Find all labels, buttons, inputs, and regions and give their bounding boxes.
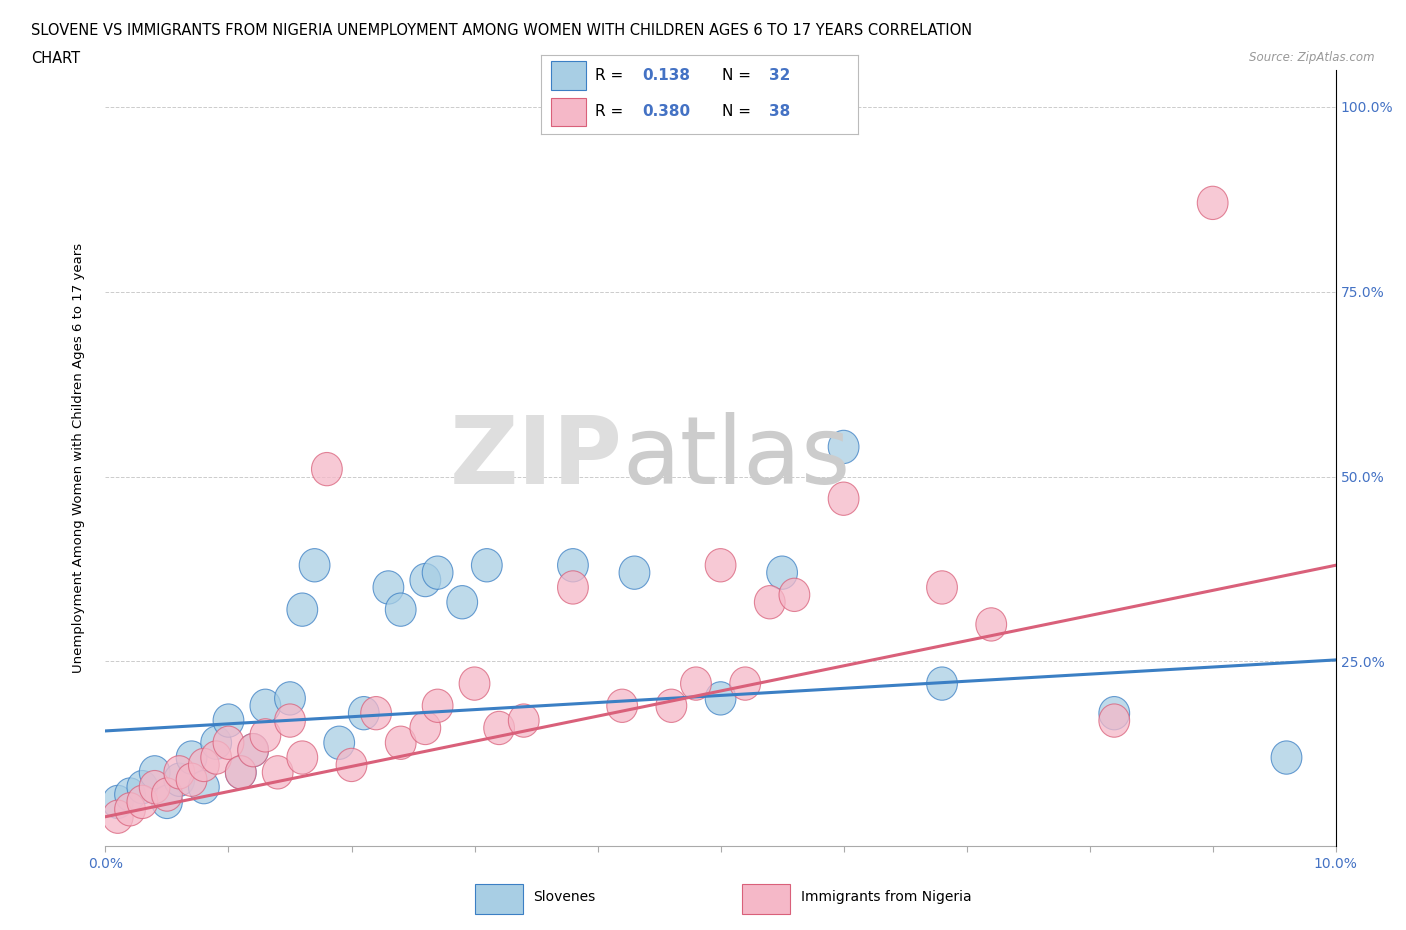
Text: atlas: atlas: [621, 412, 851, 504]
FancyBboxPatch shape: [551, 61, 586, 89]
Text: N =: N =: [721, 68, 755, 83]
Text: SLOVENE VS IMMIGRANTS FROM NIGERIA UNEMPLOYMENT AMONG WOMEN WITH CHILDREN AGES 6: SLOVENE VS IMMIGRANTS FROM NIGERIA UNEMP…: [31, 23, 972, 38]
Ellipse shape: [115, 792, 145, 826]
Text: ZIP: ZIP: [450, 412, 621, 504]
Ellipse shape: [165, 756, 194, 789]
Ellipse shape: [274, 704, 305, 737]
Text: 0.380: 0.380: [643, 104, 690, 119]
Ellipse shape: [127, 785, 157, 818]
Ellipse shape: [165, 764, 194, 796]
Ellipse shape: [238, 734, 269, 767]
FancyBboxPatch shape: [551, 98, 586, 126]
Ellipse shape: [766, 556, 797, 590]
Text: R =: R =: [595, 104, 628, 119]
Ellipse shape: [287, 741, 318, 774]
FancyBboxPatch shape: [742, 884, 790, 913]
Ellipse shape: [361, 697, 391, 730]
Ellipse shape: [681, 667, 711, 700]
Text: CHART: CHART: [31, 51, 80, 66]
Ellipse shape: [238, 734, 269, 767]
Ellipse shape: [976, 608, 1007, 641]
Ellipse shape: [373, 571, 404, 604]
Ellipse shape: [706, 549, 735, 582]
Ellipse shape: [755, 586, 785, 618]
Ellipse shape: [607, 689, 637, 723]
Ellipse shape: [1099, 704, 1129, 737]
Ellipse shape: [558, 571, 588, 604]
Ellipse shape: [509, 704, 538, 737]
Ellipse shape: [779, 578, 810, 612]
Ellipse shape: [139, 756, 170, 789]
Text: Slovenes: Slovenes: [533, 890, 596, 905]
Ellipse shape: [657, 689, 686, 723]
Ellipse shape: [927, 667, 957, 700]
Ellipse shape: [312, 453, 342, 485]
Ellipse shape: [471, 549, 502, 582]
Ellipse shape: [103, 800, 134, 833]
Y-axis label: Unemployment Among Women with Children Ages 6 to 17 years: Unemployment Among Women with Children A…: [72, 243, 84, 673]
Ellipse shape: [730, 667, 761, 700]
Ellipse shape: [447, 586, 478, 618]
Ellipse shape: [152, 777, 183, 811]
Text: N =: N =: [721, 104, 755, 119]
Ellipse shape: [460, 667, 489, 700]
Ellipse shape: [225, 756, 256, 789]
Text: Immigrants from Nigeria: Immigrants from Nigeria: [800, 890, 972, 905]
Text: Source: ZipAtlas.com: Source: ZipAtlas.com: [1250, 51, 1375, 64]
Ellipse shape: [619, 556, 650, 590]
Ellipse shape: [1198, 186, 1227, 219]
Ellipse shape: [274, 682, 305, 715]
Ellipse shape: [411, 564, 440, 597]
Ellipse shape: [385, 593, 416, 626]
Ellipse shape: [201, 726, 232, 760]
Ellipse shape: [127, 770, 157, 804]
Ellipse shape: [188, 770, 219, 804]
Ellipse shape: [385, 726, 416, 760]
Ellipse shape: [250, 719, 281, 752]
Ellipse shape: [225, 756, 256, 789]
Ellipse shape: [336, 749, 367, 781]
Ellipse shape: [484, 711, 515, 745]
Ellipse shape: [188, 749, 219, 781]
Ellipse shape: [115, 777, 145, 811]
Ellipse shape: [927, 571, 957, 604]
Ellipse shape: [152, 785, 183, 818]
Ellipse shape: [422, 556, 453, 590]
Ellipse shape: [299, 549, 330, 582]
Ellipse shape: [201, 741, 232, 774]
Ellipse shape: [706, 682, 735, 715]
Ellipse shape: [422, 689, 453, 723]
Ellipse shape: [828, 431, 859, 463]
Ellipse shape: [214, 704, 243, 737]
Text: 38: 38: [769, 104, 790, 119]
Text: R =: R =: [595, 68, 628, 83]
Text: 0.138: 0.138: [643, 68, 690, 83]
Ellipse shape: [828, 482, 859, 515]
Ellipse shape: [323, 726, 354, 760]
Ellipse shape: [349, 697, 380, 730]
Ellipse shape: [214, 726, 243, 760]
Ellipse shape: [176, 741, 207, 774]
Ellipse shape: [1099, 697, 1129, 730]
Ellipse shape: [139, 770, 170, 804]
Ellipse shape: [1271, 741, 1302, 774]
FancyBboxPatch shape: [475, 884, 523, 913]
Ellipse shape: [250, 689, 281, 723]
Ellipse shape: [263, 756, 292, 789]
Ellipse shape: [103, 785, 134, 818]
Ellipse shape: [558, 549, 588, 582]
Ellipse shape: [411, 711, 440, 745]
Text: 32: 32: [769, 68, 790, 83]
Ellipse shape: [176, 764, 207, 796]
Ellipse shape: [287, 593, 318, 626]
